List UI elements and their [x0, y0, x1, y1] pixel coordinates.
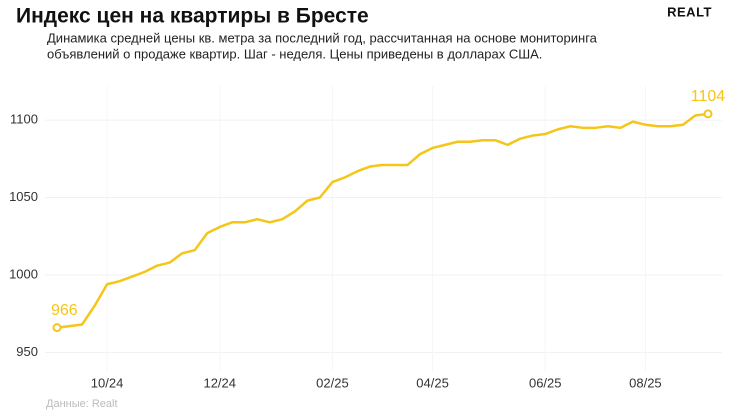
- end-marker: [703, 109, 713, 119]
- x-tick-label: 06/25: [529, 375, 562, 390]
- chart-subtitle: объявлений о продаже квартир. Шаг - неде…: [47, 46, 542, 61]
- y-tick-label: 1000: [9, 266, 38, 281]
- source: Данные: Realt: [46, 398, 118, 410]
- end-marker: [52, 323, 62, 333]
- y-tick-label: 1050: [9, 189, 38, 204]
- data-label: 966: [51, 302, 78, 319]
- data-label: 1104: [691, 88, 726, 105]
- x-tick-label: 04/25: [416, 375, 449, 390]
- logo: REALT: [667, 4, 712, 19]
- x-tick-label: 10/24: [91, 375, 124, 390]
- line: [56, 112, 709, 329]
- y-tick-label: 950: [16, 344, 38, 359]
- x-tick-label: 08/25: [629, 375, 662, 390]
- chart-subtitle: Динамика средней цены кв. метра за после…: [47, 30, 598, 45]
- chart-title: Индекс цен на квартиры в Бресте: [16, 5, 369, 28]
- y-tick-label: 1100: [10, 112, 38, 127]
- x-tick-label: 12/24: [203, 375, 236, 390]
- x-tick-label: 02/25: [316, 375, 349, 390]
